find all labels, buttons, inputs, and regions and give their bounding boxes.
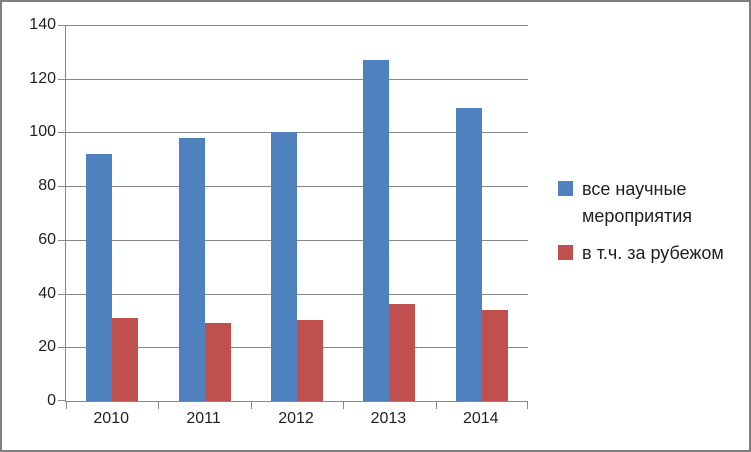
gridline-100 — [66, 132, 528, 134]
bar-series1-2012 — [297, 320, 323, 401]
y-axis-label-40: 40 — [38, 284, 56, 302]
gridline-140 — [66, 25, 528, 26]
gridline-120 — [66, 78, 528, 80]
y-tick-140 — [58, 25, 65, 26]
legend-entry-all-events: все научные мероприятия — [558, 176, 742, 230]
legend-label-all-events: все научные мероприятия — [582, 179, 693, 226]
x-axis-label-2013: 2013 — [370, 410, 407, 427]
x-axis-label-2012: 2012 — [278, 410, 314, 427]
y-axis-label-20: 20 — [38, 338, 56, 356]
x-tick-3 — [343, 402, 345, 409]
x-axis-label-2010: 2010 — [93, 410, 129, 427]
y-axis-label-100: 100 — [29, 123, 56, 141]
legend-label-abroad: в т.ч. за рубежом — [582, 243, 724, 263]
plot-area — [58, 25, 528, 409]
x-tick-5 — [527, 402, 528, 409]
y-tick-120 — [58, 78, 65, 80]
y-tick-0 — [58, 400, 65, 401]
legend-swatch-blue — [558, 181, 573, 196]
y-axis-label-120: 120 — [29, 69, 56, 87]
y-tick-20 — [58, 347, 65, 349]
gridline-40 — [66, 293, 528, 295]
y-tick-40 — [58, 293, 65, 295]
bar-series1-2011 — [204, 323, 231, 401]
bar-series0-2013 — [363, 59, 390, 401]
x-axis-label-2011: 2011 — [186, 410, 221, 427]
bar-series1-2010 — [112, 317, 139, 401]
y-axis-label-80: 80 — [38, 177, 56, 195]
gridline-80 — [66, 186, 528, 188]
bar-series1-2014 — [481, 309, 508, 401]
y-axis-label-0: 0 — [47, 392, 56, 409]
y-axis-label-140: 140 — [29, 16, 56, 33]
y-tick-100 — [58, 132, 65, 134]
bar-series0-2011 — [178, 137, 205, 401]
x-tick-1 — [158, 402, 160, 409]
x-tick-4 — [435, 402, 437, 409]
legend-swatch-red — [558, 245, 573, 260]
x-tick-2 — [250, 402, 252, 409]
bar-series0-2014 — [455, 108, 482, 401]
bar-series0-2010 — [86, 153, 113, 401]
y-tick-80 — [58, 186, 65, 188]
bar-series1-2013 — [389, 304, 416, 401]
x-tick-0 — [66, 402, 67, 409]
y-tick-60 — [58, 239, 65, 241]
legend-entry-abroad: в т.ч. за рубежом — [558, 240, 742, 267]
x-axis-label-2014: 2014 — [462, 410, 499, 427]
y-axis-label-60: 60 — [38, 230, 56, 248]
gridline-60 — [66, 239, 528, 241]
bar-series0-2012 — [271, 132, 297, 401]
